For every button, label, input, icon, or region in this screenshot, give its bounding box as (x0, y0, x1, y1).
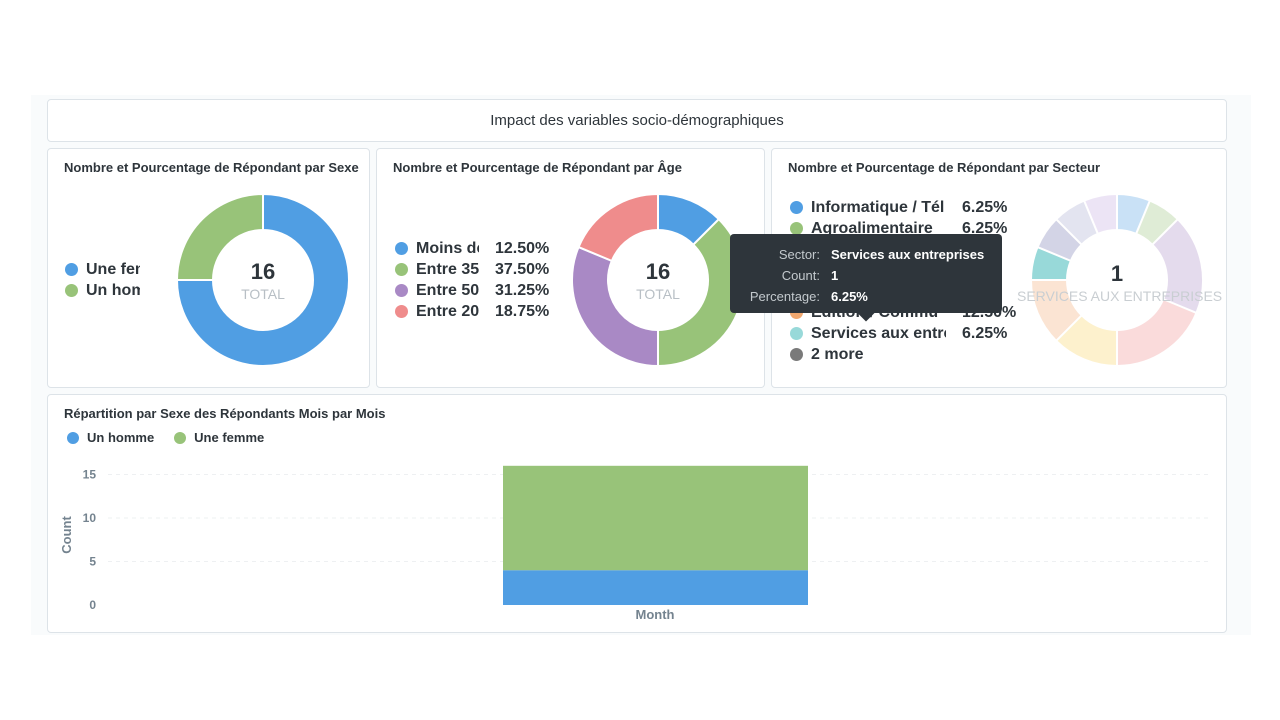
card-title: Nombre et Pourcentage de Répondant par S… (64, 160, 359, 175)
y-tick-label: 5 (89, 555, 96, 569)
legend-item-more[interactable]: 2 more (790, 344, 1016, 365)
legend-dot (65, 263, 78, 276)
donut-slice[interactable] (1150, 217, 1204, 315)
legend-percent: 31.25% (495, 281, 550, 299)
legend-item[interactable]: Un homme (65, 280, 140, 301)
sexe-legend: Une femme Un homme (65, 259, 140, 301)
card-title: Nombre et Pourcentage de Répondant par S… (788, 160, 1101, 175)
donut-slice[interactable] (1116, 297, 1198, 368)
donut-slice[interactable] (1054, 313, 1118, 368)
legend-dot (790, 222, 803, 235)
sexe-donut-chart[interactable] (48, 149, 369, 387)
monthly-legend: Un homme Une femme (67, 430, 284, 445)
legend-label: Une femme (86, 260, 140, 278)
legend-label: Agroalimentaire (811, 219, 933, 237)
tooltip-key: Count: (781, 268, 820, 283)
legend-percent: 37.50% (495, 260, 550, 278)
legend-dot (67, 431, 79, 444)
legend-dot (395, 242, 408, 255)
center-label: SERVICES AUX ENTREPRISES (1017, 288, 1223, 304)
legend-label: Moins de (416, 239, 479, 257)
total-value: 16 (250, 259, 276, 284)
x-axis-label: Month (636, 607, 675, 622)
dashboard-title: Impact des variables socio-démographique… (47, 99, 1227, 142)
card-age[interactable]: Nombre et Pourcentage de Répondant par Â… (376, 148, 765, 388)
legend-dot (790, 348, 803, 361)
y-tick-label: 0 (89, 598, 96, 612)
legend-dot (65, 284, 78, 297)
card-sexe[interactable]: Nombre et Pourcentage de Répondant par S… (47, 148, 370, 388)
y-tick-label: 15 (83, 468, 97, 482)
legend-item[interactable]: Services aux entre 6.25% (790, 323, 1016, 344)
legend-item[interactable]: Un homme (67, 430, 154, 445)
donut-slice[interactable] (577, 192, 659, 263)
legend-dot (395, 305, 408, 318)
card-title: Répartition par Sexe des Répondants Mois… (64, 406, 386, 421)
legend-percent: 6.25% (962, 324, 1008, 342)
bar-segment[interactable] (503, 570, 808, 605)
legend-label: 2 more (811, 345, 864, 363)
legend-label: Entre 20 (416, 302, 479, 320)
secteur-donut-chart[interactable] (772, 149, 1226, 387)
total-label: TOTAL (636, 286, 680, 302)
tooltip-key: Percentage: (749, 289, 820, 304)
legend-item[interactable]: Agroalimentaire 6.25% (790, 218, 1016, 239)
card-title: Nombre et Pourcentage de Répondant par Â… (393, 160, 682, 175)
card-monthly[interactable]: Répartition par Sexe des Répondants Mois… (47, 394, 1227, 633)
donut-slice[interactable] (571, 245, 659, 368)
monthly-bar-chart[interactable]: 0 5 10 15 Month Count (48, 395, 1226, 632)
legend-dot (174, 431, 187, 444)
donut-slice[interactable] (1029, 245, 1073, 281)
age-legend: Moins de 12.50% Entre 35 37.50% Entre 50… (395, 238, 549, 322)
legend-item[interactable]: Moins de 12.50% (395, 238, 549, 259)
legend-item[interactable]: Entre 20 18.75% (395, 301, 549, 322)
legend-percent: 12.50% (495, 239, 550, 257)
tooltip-key: Sector: (778, 247, 820, 262)
donut-slice[interactable] (1036, 217, 1084, 263)
legend-label: Un homme (87, 430, 155, 445)
total-value: 16 (645, 259, 671, 284)
donut-slice[interactable] (175, 192, 264, 281)
legend-label: Entre 50 (416, 281, 479, 299)
legend-label: Services aux entre (811, 324, 946, 342)
legend-label: Un homme (86, 281, 140, 299)
legend-percent: 6.25% (962, 219, 1008, 237)
legend-label: Informatique / Tél (811, 198, 945, 216)
tooltip-value: Services aux entreprises (831, 247, 985, 262)
total-label: TOTAL (241, 286, 285, 302)
donut-slice[interactable] (1054, 199, 1100, 247)
donut-slice[interactable] (175, 192, 350, 367)
tooltip-value: 1 (831, 268, 839, 283)
age-donut-chart[interactable] (377, 149, 764, 387)
donut-slice[interactable] (1134, 199, 1180, 247)
legend-item[interactable]: Informatique / Tél 6.25% (790, 197, 1016, 218)
donut-slice[interactable] (1116, 192, 1152, 236)
legend-dot (395, 284, 408, 297)
tooltip-row: Count: 1 (730, 265, 1002, 286)
legend-item[interactable]: Une femme (174, 430, 264, 445)
legend-label: Une femme (194, 430, 265, 445)
legend-item[interactable]: Entre 35 37.50% (395, 259, 549, 280)
tooltip-row: Sector: Services aux entreprises (730, 244, 1002, 265)
legend-percent: 18.75% (495, 302, 550, 320)
y-tick-label: 10 (83, 511, 97, 525)
center-value: 1 (1110, 261, 1124, 286)
tooltip-row: Percentage: 6.25% (730, 286, 1002, 307)
y-axis-label: Count (59, 516, 74, 554)
legend-item[interactable]: Une femme (65, 259, 140, 280)
tooltip-value: 6.25% (831, 289, 868, 304)
legend-dot (790, 201, 803, 214)
legend-item[interactable]: Entre 50 31.25% (395, 280, 549, 301)
legend-dot (790, 327, 803, 340)
legend-label: Entre 35 (416, 260, 479, 278)
legend-dot (395, 263, 408, 276)
legend-percent: 6.25% (962, 198, 1008, 216)
donut-slice[interactable] (1082, 192, 1118, 236)
chart-tooltip: Sector: Services aux entreprises Count: … (730, 234, 1002, 322)
bar-segment[interactable] (503, 465, 808, 571)
